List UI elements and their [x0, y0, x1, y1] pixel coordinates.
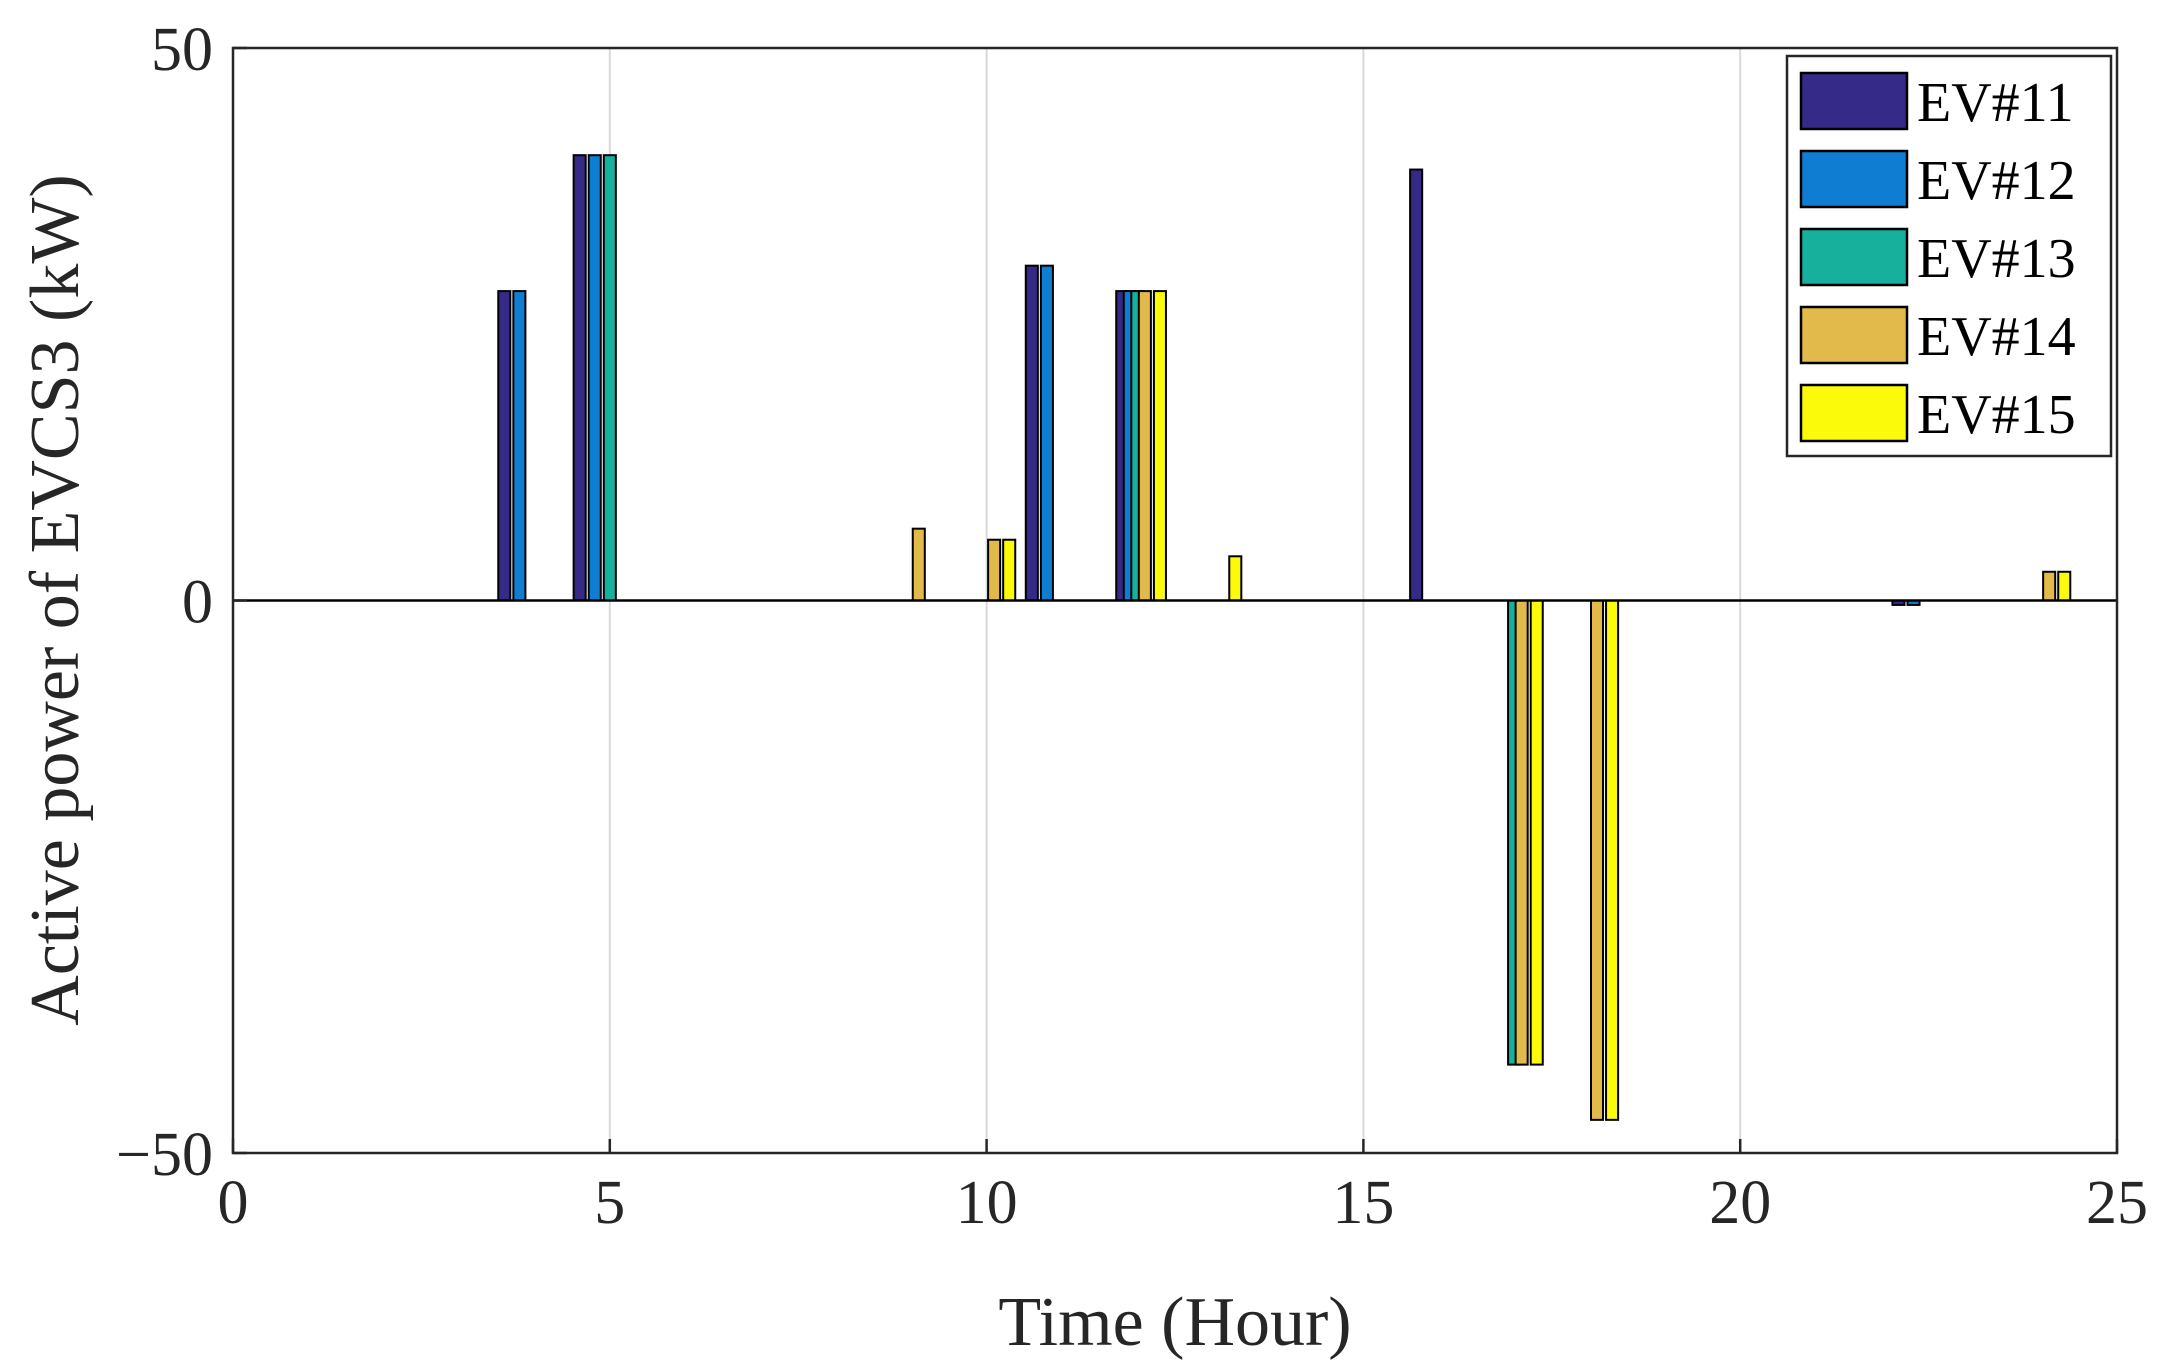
legend: EV#11 EV#12 EV#13 EV#14 EV#15	[1785, 54, 2113, 458]
legend-label-EV15: EV#15	[1917, 384, 2076, 446]
bar-EV15-2	[1228, 555, 1243, 602]
bar-EV15-1	[1152, 290, 1167, 602]
legend-label-EV12: EV#12	[1917, 150, 2076, 212]
legend-swatch-EV15	[1799, 383, 1909, 443]
bar-EV15-3	[1529, 599, 1544, 1066]
legend-label-EV13: EV#13	[1917, 228, 2076, 290]
bar-EV11-2	[1024, 264, 1039, 602]
bar-EV14-0	[911, 527, 926, 602]
x-tick-label-20: 20	[1709, 1169, 1771, 1237]
legend-swatch-EV12	[1799, 149, 1909, 209]
bars	[497, 154, 2072, 1121]
x-tick-label-15: 15	[1332, 1169, 1394, 1237]
x-tick-label-25: 25	[2086, 1169, 2148, 1237]
bar-EV15-5	[2057, 570, 2072, 602]
legend-swatch-EV14	[1799, 305, 1909, 365]
x-tick-label-5: 5	[594, 1169, 625, 1237]
x-tick-label-0: 0	[218, 1169, 249, 1237]
legend-swatch-EV13	[1799, 227, 1909, 287]
x-tick-label-10: 10	[956, 1169, 1018, 1237]
legend-swatch-EV11	[1799, 71, 1909, 131]
bar-EV13-0	[602, 154, 617, 602]
bar-EV12-1	[587, 154, 602, 602]
x-axis-label: Time (Hour)	[998, 1284, 1351, 1361]
bar-EV14-5	[2042, 570, 2057, 602]
y-axis-label: Active power of EVCS3 (kW)	[17, 174, 94, 1025]
bar-EV14-4	[1589, 599, 1605, 1121]
x-axis-ticks: 0 5 10 15 20 25	[218, 1139, 2148, 1237]
y-tick-label--50: −50	[116, 1121, 213, 1189]
bar-EV11-4	[1409, 168, 1424, 602]
bar-EV12-0	[512, 290, 527, 602]
bar-EV12-2	[1039, 264, 1054, 602]
legend-label-EV14: EV#14	[1917, 306, 2076, 368]
y-axis-ticks: −50 0 50	[116, 16, 247, 1189]
y-tick-label-50: 50	[151, 16, 213, 84]
bar-EV14-1	[987, 538, 1002, 602]
bar-EV14-2	[1137, 290, 1152, 602]
bar-EV15-4	[1605, 599, 1620, 1121]
y-tick-label-0: 0	[182, 569, 213, 637]
bar-EV11-0	[497, 290, 512, 602]
bar-EV14-3	[1514, 599, 1529, 1066]
bar-EV11-1	[572, 154, 587, 602]
bar-EV15-0	[1002, 538, 1017, 602]
legend-label-EV11: EV#11	[1917, 72, 2074, 134]
